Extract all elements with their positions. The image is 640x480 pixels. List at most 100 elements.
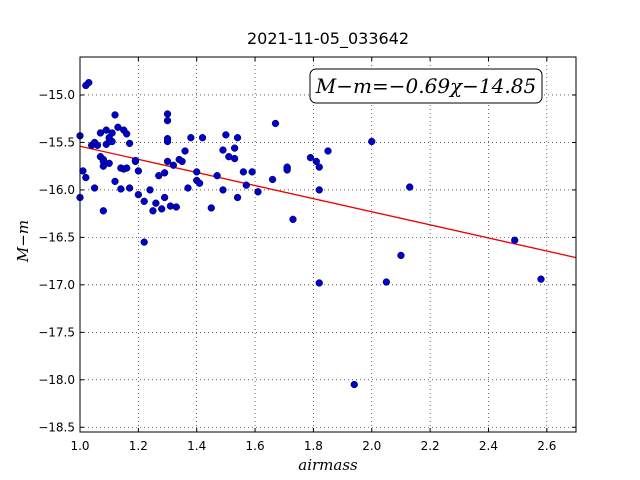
y-axis-label: M−m xyxy=(14,220,32,263)
data-point xyxy=(163,134,172,143)
data-point xyxy=(289,215,297,223)
plot-area xyxy=(80,57,576,432)
data-point xyxy=(207,204,215,212)
data-point xyxy=(140,197,148,205)
data-point xyxy=(195,179,204,187)
equation-box xyxy=(309,68,543,104)
data-point xyxy=(312,157,320,166)
equation-annotation: M−m=−0.69χ−14.85 xyxy=(309,68,543,104)
data-point xyxy=(193,168,201,176)
y-tick-label: −18.0 xyxy=(38,373,75,387)
chart-title: 2021-11-05_033642 xyxy=(247,29,409,49)
data-point xyxy=(123,164,131,172)
data-point xyxy=(242,181,250,189)
data-point xyxy=(155,172,163,180)
data-point xyxy=(213,172,221,180)
data-point xyxy=(146,186,154,194)
data-point xyxy=(187,134,195,142)
equation-text: M−m=−0.69χ−14.85 xyxy=(315,74,536,98)
data-point xyxy=(222,131,230,139)
data-point xyxy=(219,186,227,194)
data-point xyxy=(271,119,280,128)
fit-line-group xyxy=(79,145,577,259)
data-point xyxy=(169,161,178,169)
y-tick-label: −16.5 xyxy=(38,230,75,244)
plot-frame xyxy=(79,56,577,433)
data-point xyxy=(93,141,102,149)
data-point xyxy=(397,251,405,260)
y-tick-label: −16.0 xyxy=(38,183,75,197)
data-point xyxy=(230,154,239,163)
data-point xyxy=(85,78,93,87)
y-tick-label: −17.0 xyxy=(38,278,75,292)
data-point xyxy=(268,175,277,184)
data-point xyxy=(99,207,107,215)
data-point xyxy=(163,116,172,125)
data-point xyxy=(350,380,358,389)
data-point xyxy=(99,162,107,170)
data-point xyxy=(248,168,256,176)
data-point xyxy=(111,111,119,119)
data-point xyxy=(306,153,315,162)
data-point xyxy=(134,191,143,199)
data-point xyxy=(172,203,180,211)
data-point xyxy=(82,173,90,182)
data-point xyxy=(324,147,332,155)
data-point xyxy=(108,137,116,146)
data-point xyxy=(96,129,105,137)
data-point xyxy=(511,236,519,244)
y-tick-label: −15.5 xyxy=(38,135,75,149)
x-tick-label: 2.0 xyxy=(362,439,381,453)
data-point xyxy=(233,134,242,142)
data-point xyxy=(123,130,131,138)
data-point xyxy=(178,157,186,166)
data-point xyxy=(239,168,248,176)
data-point xyxy=(315,163,323,171)
data-point xyxy=(382,278,391,286)
data-point xyxy=(152,199,160,207)
y-tick-label: −15.0 xyxy=(38,88,75,102)
data-point xyxy=(79,167,87,175)
x-tick-label: 1.8 xyxy=(304,439,323,453)
data-point xyxy=(406,183,414,191)
data-point xyxy=(315,279,323,287)
data-point xyxy=(283,166,291,174)
data-point xyxy=(198,134,207,142)
data-point xyxy=(149,207,157,215)
data-point xyxy=(163,110,172,118)
data-point xyxy=(140,238,148,246)
data-point xyxy=(230,144,239,152)
x-tick-label: 1.4 xyxy=(187,439,206,453)
data-point xyxy=(163,157,172,166)
data-point xyxy=(160,169,169,177)
data-point xyxy=(125,184,134,192)
data-point xyxy=(117,185,125,193)
data-point xyxy=(368,137,376,146)
x-tick-label: 1.6 xyxy=(246,439,265,453)
data-point xyxy=(114,123,122,131)
x-tick-label: 1.0 xyxy=(70,439,89,453)
data-point xyxy=(125,139,134,148)
data-point xyxy=(219,146,227,154)
y-tick-label: −17.5 xyxy=(38,325,75,339)
data-point xyxy=(90,184,99,192)
data-point xyxy=(134,167,143,175)
data-point xyxy=(233,193,242,202)
y-tick-label: −18.5 xyxy=(38,420,75,434)
x-tick-label: 2.4 xyxy=(479,439,498,453)
data-point xyxy=(108,129,116,137)
data-point xyxy=(181,147,189,155)
data-point xyxy=(158,205,166,213)
data-point xyxy=(254,188,262,196)
data-point xyxy=(111,177,119,186)
x-axis-label: airmass xyxy=(298,456,358,474)
data-point xyxy=(315,186,323,194)
data-point xyxy=(160,193,169,202)
data-point xyxy=(131,156,140,165)
data-point xyxy=(102,126,110,134)
x-tick-label: 2.6 xyxy=(537,439,556,453)
data-point xyxy=(537,275,545,283)
x-tick-label: 2.2 xyxy=(421,439,440,453)
axis-ticks: 1.0 1.2 1.4 1.6 1.8 2.0 2.2 2.4 2.6 −15.0 −15.5 −16… xyxy=(38,57,576,453)
